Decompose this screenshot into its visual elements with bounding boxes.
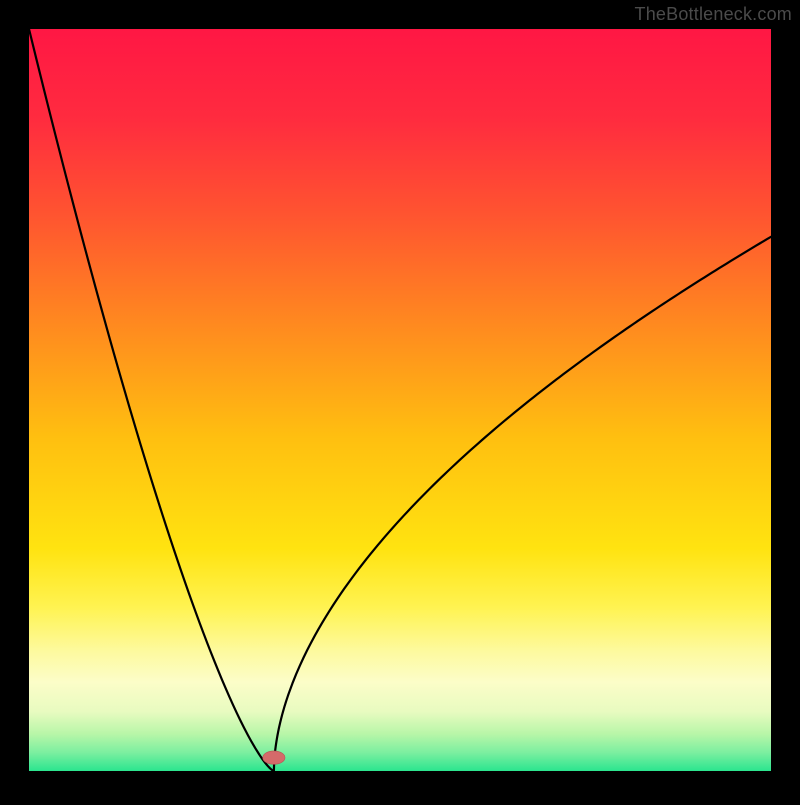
chart-container: TheBottleneck.com [0, 0, 800, 800]
plot-background [29, 29, 771, 771]
minimum-marker [263, 751, 285, 764]
bottleneck-chart [0, 0, 800, 800]
watermark-text: TheBottleneck.com [635, 4, 792, 25]
